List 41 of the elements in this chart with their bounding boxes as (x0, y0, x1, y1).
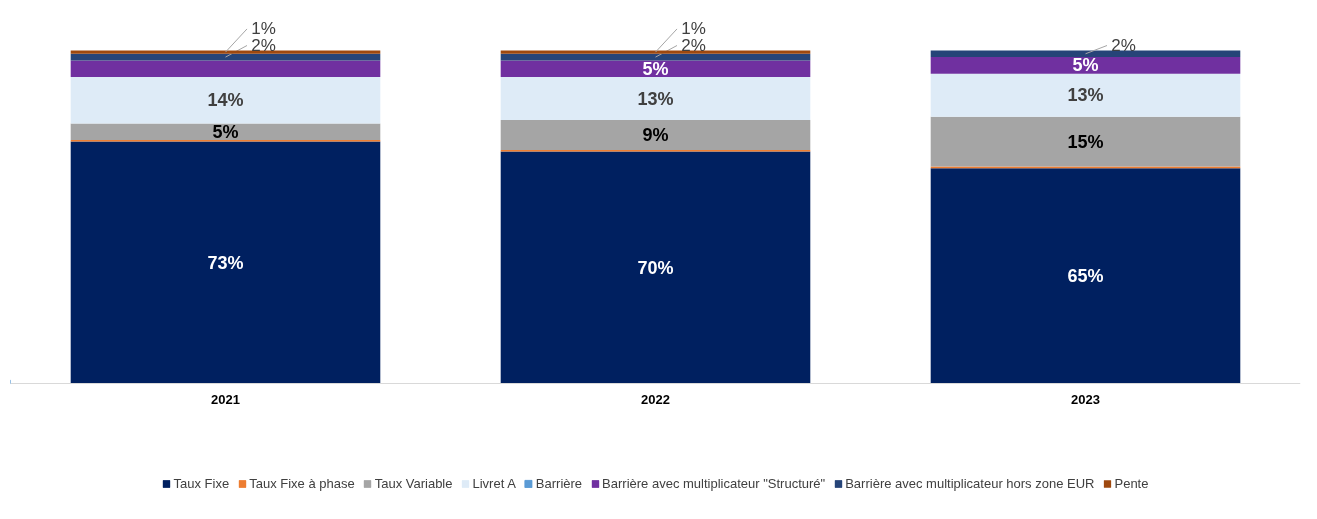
data-label: 13% (1067, 85, 1104, 106)
bar (500, 60, 811, 77)
legend-label: Barrière avec multiplicateur "Structuré" (602, 476, 826, 491)
bar (70, 141, 381, 384)
legend-label: Livret A (472, 476, 516, 491)
bar (500, 120, 811, 150)
bar (930, 168, 1241, 384)
bar (70, 123, 381, 140)
data-label: 5% (212, 121, 239, 142)
data-label: 5% (642, 58, 669, 79)
bar (70, 53, 381, 61)
bar (930, 116, 1241, 167)
x-tick-label: 2023 (1071, 391, 1100, 407)
bar (500, 50, 811, 54)
bar (500, 76, 811, 121)
data-label: 13% (637, 88, 674, 109)
bar (70, 60, 381, 77)
data-label: 14% (207, 90, 244, 111)
bar (500, 53, 811, 61)
data-label: 5% (1072, 55, 1099, 76)
x-tick-label: 2021 (211, 391, 240, 407)
bar (500, 151, 811, 384)
data-label: 15% (1067, 131, 1104, 152)
data-label: 9% (642, 124, 669, 145)
bar (930, 57, 1241, 74)
data-label: 1% (251, 19, 276, 39)
legend-label: Taux Fixe à phase (249, 476, 355, 491)
x-tick-label: 2022 (641, 391, 670, 407)
data-label: 1% (681, 19, 706, 39)
legend-label: Taux Variable (374, 476, 453, 491)
bar (70, 76, 381, 124)
legend-label: Taux Fixe (173, 476, 230, 491)
legend-label: Barrière (535, 476, 583, 491)
legend-label: Barrière avec multiplicateur hors zone EUR (845, 476, 1095, 491)
bar (930, 73, 1241, 117)
data-label: 70% (637, 257, 674, 278)
data-label: 73% (207, 252, 244, 273)
data-label: 65% (1067, 265, 1104, 286)
bar (70, 50, 381, 54)
legend-label: Pente (1114, 476, 1149, 491)
bar (930, 50, 1241, 58)
